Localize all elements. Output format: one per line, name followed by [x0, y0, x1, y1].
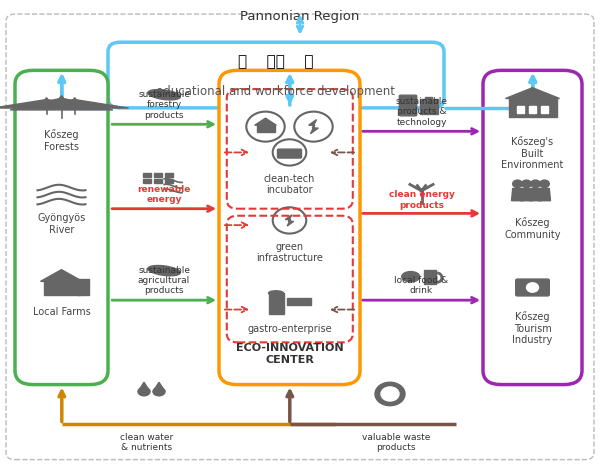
Polygon shape	[257, 125, 275, 132]
Bar	[143, 179, 151, 183]
Bar	[143, 173, 151, 177]
Bar	[541, 106, 548, 113]
Polygon shape	[505, 88, 560, 98]
Polygon shape	[309, 120, 318, 134]
Polygon shape	[78, 279, 89, 295]
Text: 🎓    🧑‍🍳    ⛑️: 🎓 🧑‍🍳 ⛑️	[238, 54, 314, 69]
Text: green
infrastructure: green infrastructure	[256, 242, 323, 263]
Polygon shape	[287, 298, 311, 305]
Ellipse shape	[138, 387, 150, 396]
FancyBboxPatch shape	[108, 42, 444, 108]
Polygon shape	[530, 189, 542, 201]
Ellipse shape	[148, 265, 181, 276]
Circle shape	[540, 180, 550, 188]
Polygon shape	[286, 215, 294, 226]
Polygon shape	[153, 382, 165, 392]
Text: renewable
energy: renewable energy	[137, 185, 191, 204]
Polygon shape	[21, 99, 128, 108]
Bar	[154, 173, 162, 177]
Polygon shape	[138, 382, 150, 392]
FancyBboxPatch shape	[400, 95, 416, 116]
Polygon shape	[0, 99, 100, 108]
Polygon shape	[53, 96, 70, 107]
Polygon shape	[10, 98, 113, 110]
Bar	[509, 98, 557, 117]
Circle shape	[375, 382, 405, 406]
Polygon shape	[41, 270, 83, 281]
Text: local food &
drink: local food & drink	[394, 276, 449, 295]
Polygon shape	[68, 98, 81, 106]
Text: Local Farms: Local Farms	[32, 307, 91, 317]
Circle shape	[513, 180, 522, 188]
FancyBboxPatch shape	[483, 70, 582, 385]
Text: ECO-INNOVATION
CENTER: ECO-INNOVATION CENTER	[236, 343, 343, 365]
Text: Kőszeg
Community: Kőszeg Community	[504, 217, 561, 240]
Bar	[517, 106, 524, 113]
Text: Kőszeg
Tourism
Industry: Kőszeg Tourism Industry	[512, 311, 553, 345]
Text: sustainable
agricultural
products: sustainable agricultural products	[138, 265, 190, 295]
FancyBboxPatch shape	[6, 14, 594, 460]
Text: gastro-enterprise: gastro-enterprise	[247, 324, 332, 333]
Text: clean-tech
incubator: clean-tech incubator	[264, 174, 315, 195]
Ellipse shape	[153, 387, 165, 396]
Text: clean energy
products: clean energy products	[389, 190, 454, 210]
Text: educational and workforce development: educational and workforce development	[157, 85, 395, 98]
Polygon shape	[511, 189, 523, 201]
Text: valuable waste
products: valuable waste products	[362, 433, 430, 452]
Bar	[164, 179, 173, 183]
Text: sustainable
products &
technology: sustainable products & technology	[395, 97, 448, 127]
Circle shape	[381, 387, 399, 401]
Ellipse shape	[402, 272, 420, 282]
Polygon shape	[40, 98, 53, 106]
Bar	[424, 270, 436, 284]
FancyBboxPatch shape	[516, 279, 550, 296]
Bar	[425, 97, 432, 99]
Bar	[529, 106, 536, 113]
Circle shape	[531, 180, 540, 188]
Polygon shape	[254, 118, 277, 125]
Bar	[154, 179, 162, 183]
Bar	[420, 99, 438, 114]
FancyBboxPatch shape	[219, 70, 360, 385]
Ellipse shape	[269, 291, 284, 295]
Text: sustainable
forestry
products: sustainable forestry products	[138, 90, 190, 120]
Polygon shape	[269, 293, 284, 314]
Text: Kőszeg
Forests: Kőszeg Forests	[44, 129, 79, 151]
Ellipse shape	[148, 90, 181, 100]
Text: Pannonian Region: Pannonian Region	[241, 10, 359, 23]
Text: Gyöngyös
River: Gyöngyös River	[37, 213, 86, 235]
Text: clean water
& nutrients: clean water & nutrients	[121, 433, 173, 452]
Circle shape	[527, 283, 539, 292]
Bar	[164, 173, 173, 177]
Circle shape	[522, 180, 532, 188]
Polygon shape	[539, 189, 551, 201]
Polygon shape	[44, 281, 79, 295]
Text: Kőszeg's
Built
Environment: Kőszeg's Built Environment	[502, 136, 563, 170]
FancyBboxPatch shape	[277, 149, 301, 158]
FancyBboxPatch shape	[15, 70, 108, 385]
Polygon shape	[521, 189, 533, 201]
